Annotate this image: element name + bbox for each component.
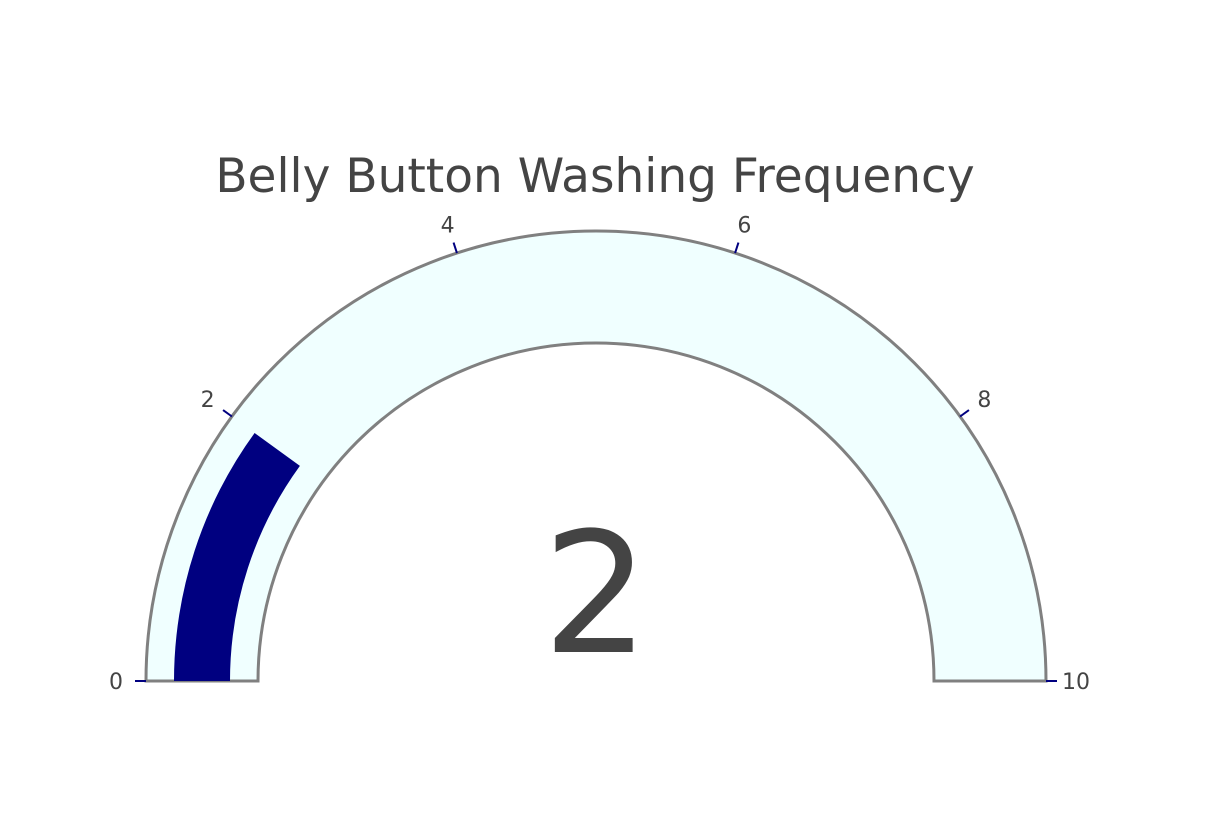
- gauge-title: Belly Button Washing Frequency: [215, 149, 974, 204]
- gauge-value-number: 2: [543, 496, 650, 692]
- gauge-value-bar: [174, 432, 300, 681]
- gauge-tick-mark: [734, 242, 740, 254]
- gauge-tick-label: 8: [977, 388, 991, 413]
- gauge-ticks: 0 2 4 6 8 10: [109, 213, 1090, 695]
- gauge-tick-label: 6: [737, 213, 751, 238]
- gauge-tick-label: 2: [201, 388, 215, 413]
- gauge-tick-mark: [222, 409, 233, 418]
- gauge-tick-label: 10: [1062, 670, 1090, 695]
- gauge-tick-mark: [452, 242, 458, 254]
- gauge-tick-label: 4: [441, 213, 455, 238]
- gauge-background-arc: [144, 229, 1048, 683]
- gauge-tick-label: 0: [109, 670, 123, 695]
- gauge-tick-mark: [959, 409, 970, 418]
